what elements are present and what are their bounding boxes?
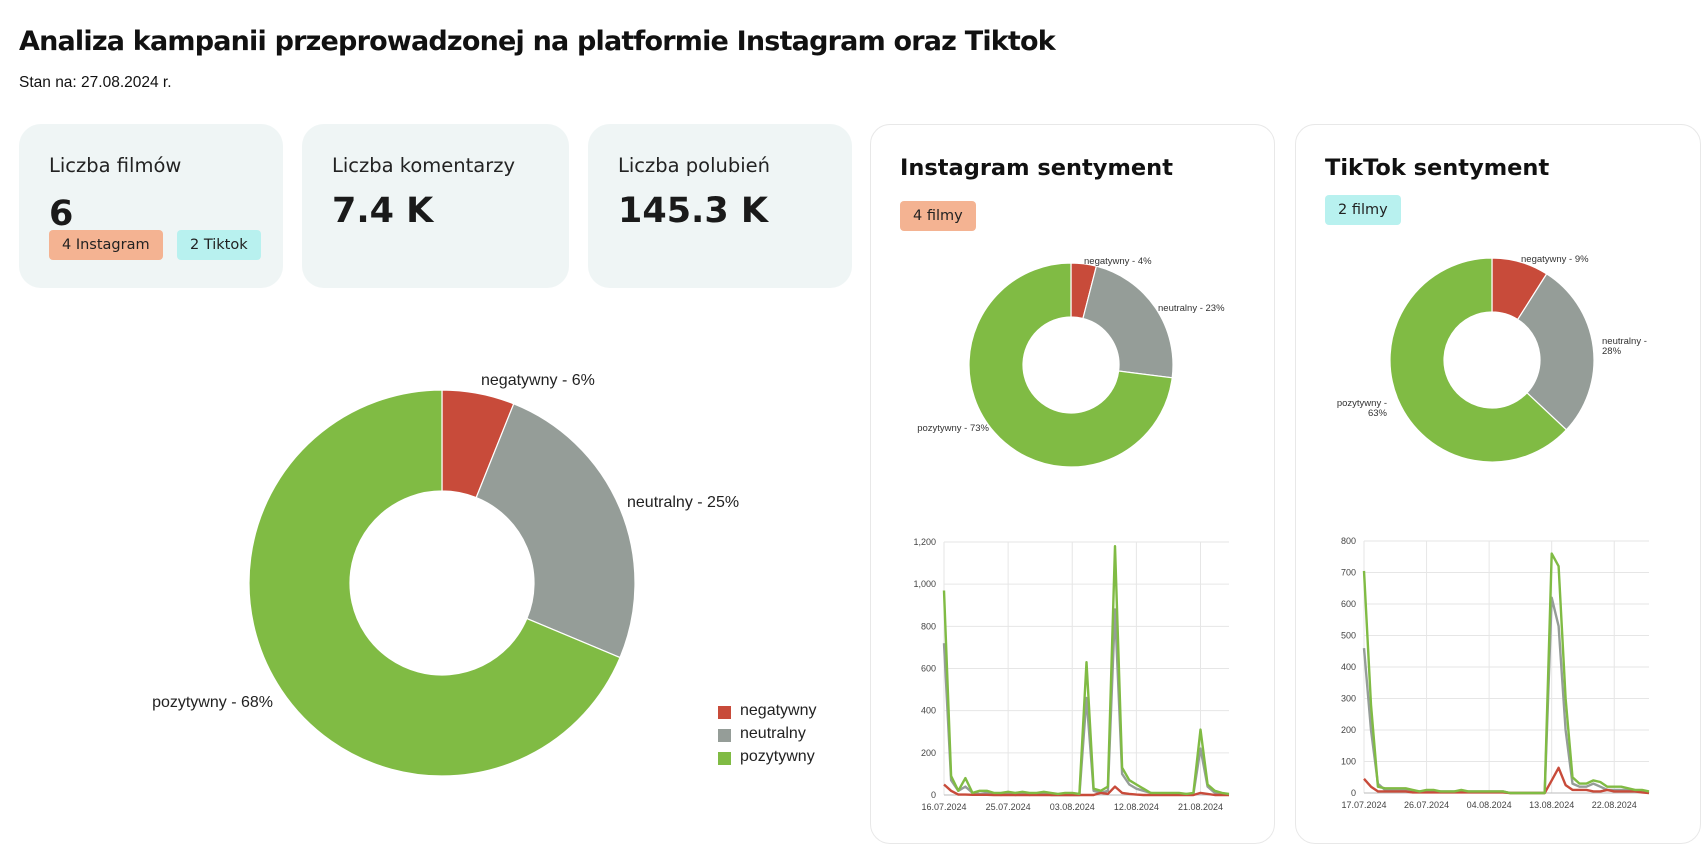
legend-label-pozytywny: pozytywny: [740, 748, 815, 765]
kpi-films-value: 6: [49, 194, 74, 234]
x-tick-label: 17.07.2024: [1341, 800, 1386, 810]
instagram-sentiment-donut-chart: negatywny - 4% neutralny - 23% pozytywny -…: [917, 256, 1225, 468]
slice-pozytywny: [968, 262, 1173, 468]
slice-label-pozytywny: pozytywny -63%: [1337, 398, 1388, 419]
y-tick-label: 1,200: [913, 537, 936, 547]
x-tick-label: 26.07.2024: [1404, 800, 1449, 810]
y-tick-label: 600: [1341, 599, 1356, 609]
page-title: Analiza kampanii przeprowadzonej na plat…: [19, 26, 1056, 57]
instagram-sentiment-panel: Instagram sentyment 4 filmy negatywny - …: [870, 124, 1275, 844]
series-line-neutralny: [1362, 596, 1650, 795]
y-tick-label: 0: [931, 790, 936, 800]
x-tick-label: 04.08.2024: [1467, 800, 1512, 810]
overall-sentiment-donut-chart: negatywny - 6% neutralny - 25% pozytywny -…: [152, 372, 739, 777]
x-tick-label: 21.08.2024: [1178, 802, 1223, 812]
slice-neutralny: [1082, 265, 1174, 379]
y-tick-label: 200: [921, 748, 936, 758]
legend-swatch-negatywny: [718, 706, 731, 719]
legend-swatch-neutralny: [718, 729, 731, 742]
y-tick-label: 400: [921, 706, 936, 716]
y-tick-label: 800: [1341, 536, 1356, 546]
y-tick-label: 700: [1341, 568, 1356, 578]
slice-pozytywny: [1389, 257, 1568, 463]
slice-pozytywny: [248, 389, 621, 777]
tiktok-sentiment-line-chart: 0 100 200 300 400 500 600 700 800 17.07.2024 26.07…: [1341, 536, 1650, 810]
y-tick-label: 800: [921, 621, 936, 631]
kpi-card-comments: Liczba komentarzy 7.4 K: [302, 124, 569, 288]
y-tick-label: 400: [1341, 662, 1356, 672]
slice-label-negatywny: negatywny - 4%: [1084, 256, 1152, 267]
slice-label-negatywny: negatywny - 9%: [1521, 254, 1589, 265]
series-line-pozytywny: [1362, 552, 1650, 795]
legend-label-negatywny: negatywny: [740, 702, 817, 719]
tiktok-sentiment-donut-chart: negatywny - 9% neutralny -28% pozytywny -6…: [1337, 254, 1647, 463]
kpi-comments-label: Liczba komentarzy: [332, 154, 516, 177]
instagram-count-badge: 4 Instagram: [49, 230, 163, 260]
y-tick-label: 500: [1341, 631, 1356, 641]
y-tick-label: 600: [921, 664, 936, 674]
kpi-comments-value: 7.4 K: [332, 191, 434, 231]
x-tick-label: 03.08.2024: [1050, 802, 1095, 812]
y-tick-label: 1,000: [913, 579, 936, 589]
slice-neutralny: [1516, 273, 1595, 431]
x-tick-label: 25.07.2024: [986, 802, 1031, 812]
series-line-pozytywny: [942, 545, 1230, 796]
y-tick-label: 0: [1351, 788, 1356, 798]
kpi-card-films: Liczba filmów 6 4 Instagram 2 Tiktok: [19, 124, 283, 288]
y-tick-label: 200: [1341, 725, 1356, 735]
kpi-likes-label: Liczba polubień: [618, 154, 771, 177]
legend-label-neutralny: neutralny: [740, 725, 806, 742]
x-tick-label: 12.08.2024: [1114, 802, 1159, 812]
y-tick-label: 100: [1341, 757, 1356, 767]
slice-label-pozytywny: pozytywny - 73%: [917, 423, 989, 434]
y-tick-label: 300: [1341, 694, 1356, 704]
series-line-negatywny: [943, 783, 1229, 797]
kpi-likes-value: 145.3 K: [618, 191, 769, 231]
slice-neutralny: [475, 403, 636, 659]
x-tick-label: 22.08.2024: [1592, 800, 1637, 810]
slice-label-negatywny: negatywny - 6%: [481, 372, 595, 389]
legend-swatch-pozytywny: [718, 752, 731, 765]
instagram-films-badge: 4 filmy: [900, 201, 976, 231]
series-line-neutralny: [942, 608, 1230, 797]
slice-label-pozytywny: pozytywny - 68%: [152, 694, 273, 711]
x-tick-label: 13.08.2024: [1529, 800, 1574, 810]
kpi-films-label: Liczba filmów: [49, 154, 182, 177]
kpi-card-likes: Liczba polubień 145.3 K: [588, 124, 852, 288]
slice-label-neutralny: neutralny - 23%: [1158, 303, 1225, 314]
x-tick-label: 16.07.2024: [921, 802, 966, 812]
instagram-panel-title: Instagram sentyment: [900, 155, 1173, 181]
report-date: Stan na: 27.08.2024 r.: [19, 74, 172, 91]
slice-label-neutralny: neutralny -28%: [1602, 336, 1647, 357]
tiktok-films-badge: 2 filmy: [1325, 195, 1401, 225]
instagram-sentiment-line-chart: 0 200 400 600 800 1,000 1,200 16.07.2024 25.07.2…: [913, 537, 1230, 812]
tiktok-count-badge: 2 Tiktok: [177, 230, 261, 260]
tiktok-sentiment-panel: TikTok sentyment 2 filmy negatywny - 9% n…: [1295, 124, 1701, 844]
slice-label-neutralny: neutralny - 25%: [627, 494, 739, 511]
tiktok-panel-title: TikTok sentyment: [1325, 155, 1550, 181]
